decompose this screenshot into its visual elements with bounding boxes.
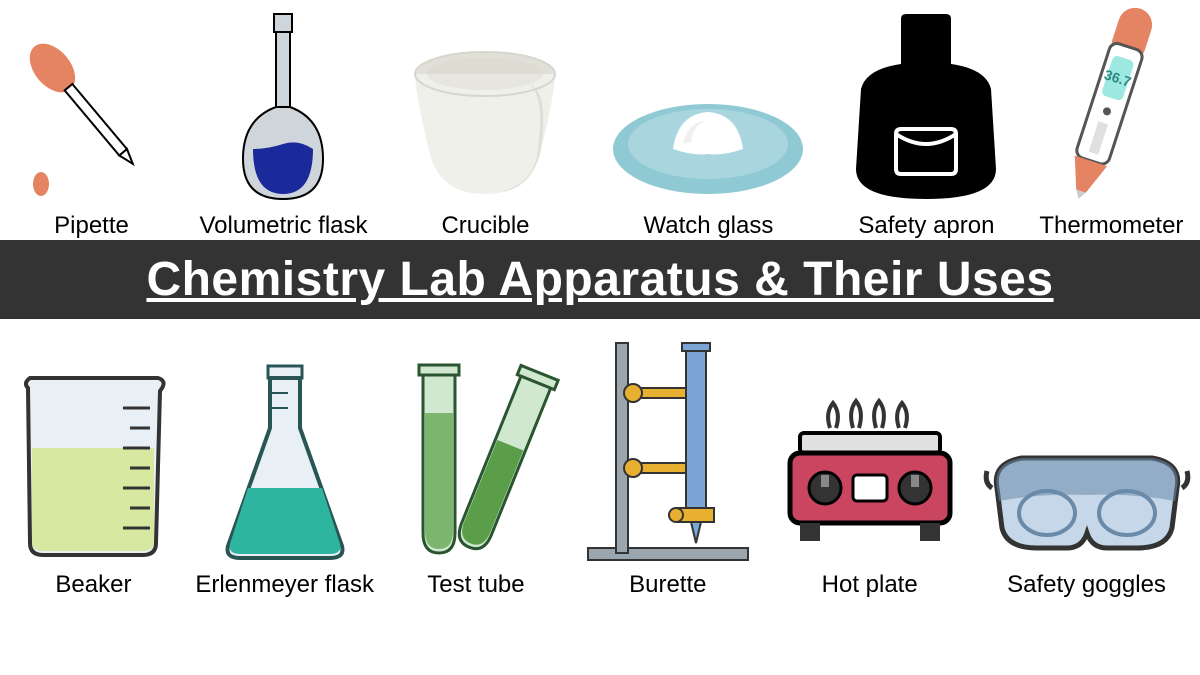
volumetric-flask-icon [218,9,348,204]
item-hot-plate: Hot plate [775,393,965,599]
item-erlenmeyer-flask: Erlenmeyer flask [195,358,374,599]
page-title: Chemistry Lab Apparatus & Their Uses [146,253,1053,306]
item-pipette: Pipette [16,24,166,240]
crucible-label: Crucible [441,212,529,240]
item-volumetric-flask: Volumetric flask [199,9,367,240]
item-test-tube: Test tube [391,353,561,599]
safety-goggles-icon [982,433,1192,563]
thermometer-label: Thermometer [1039,212,1183,240]
test-tube-icon [391,353,561,563]
beaker-icon [8,363,178,563]
pipette-label: Pipette [54,212,129,240]
hot-plate-label: Hot plate [822,571,918,599]
top-row: Pipette Volumetric flask Crucible [0,0,1200,240]
beaker-label: Beaker [55,571,131,599]
erlenmeyer-flask-label: Erlenmeyer flask [195,571,374,599]
item-safety-apron: Safety apron [846,9,1006,240]
volumetric-flask-label: Volumetric flask [199,212,367,240]
item-beaker: Beaker [8,363,178,599]
title-band: Chemistry Lab Apparatus & Their Uses [0,240,1200,319]
thermometer-icon: 36.7 [1046,0,1176,204]
safety-apron-icon [846,9,1006,204]
item-safety-goggles: Safety goggles [982,433,1192,599]
watch-glass-icon [603,74,813,204]
item-watch-glass: Watch glass [603,74,813,240]
item-burette: Burette [578,333,758,599]
erlenmeyer-flask-icon [210,358,360,563]
bottom-row: Beaker Erlenmeyer flask [0,319,1200,599]
burette-label: Burette [629,571,706,599]
crucible-icon [400,34,570,204]
test-tube-label: Test tube [427,571,524,599]
burette-icon [578,333,758,563]
pipette-icon [16,24,166,204]
hot-plate-icon [775,393,965,563]
safety-goggles-label: Safety goggles [1007,571,1166,599]
item-crucible: Crucible [400,34,570,240]
watch-glass-label: Watch glass [644,212,774,240]
item-thermometer: 36.7 Thermometer [1039,0,1183,240]
safety-apron-label: Safety apron [858,212,994,240]
